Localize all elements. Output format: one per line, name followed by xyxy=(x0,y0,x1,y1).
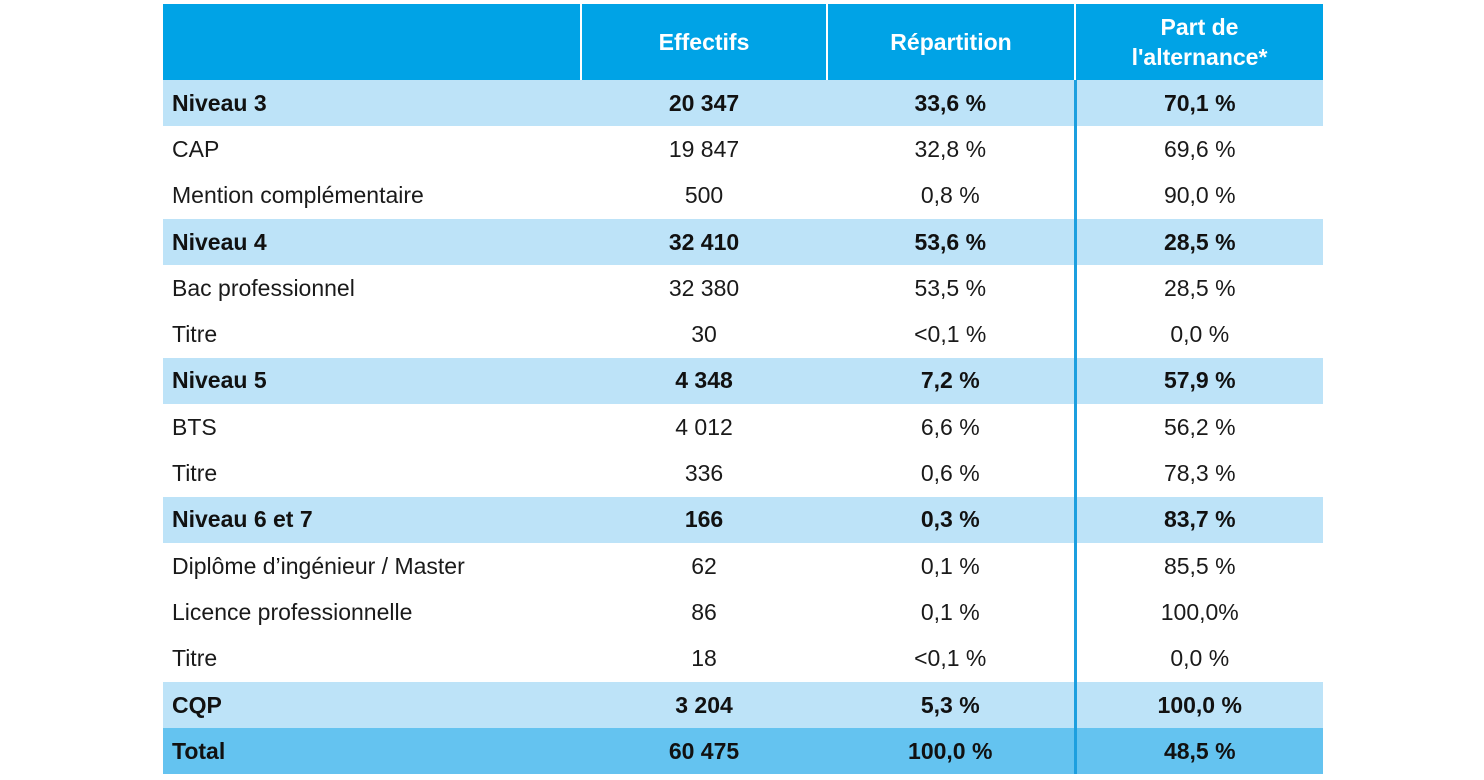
header-alternance-line1: Part de xyxy=(1160,14,1239,40)
row-label: Licence professionnelle xyxy=(163,589,581,636)
level-row: Niveau 4 32 410 53,6 % 28,5 % xyxy=(163,218,1323,266)
row-alternance: 28,5 % xyxy=(1073,265,1323,312)
row-effectifs: 32 380 xyxy=(581,265,827,312)
row-effectifs: 32 410 xyxy=(581,218,827,266)
row-repartition: 0,1 % xyxy=(827,589,1075,636)
header-alternance-line2: l'alternance* xyxy=(1131,44,1268,70)
header-row: Effectifs Répartition Part de l'alternan… xyxy=(163,4,1323,80)
row-effectifs: 19 847 xyxy=(581,126,827,173)
row-effectifs: 30 xyxy=(581,311,827,358)
table-row: Titre 18 <0,1 % 0,0 % xyxy=(163,635,1323,682)
row-alternance: 100,0% xyxy=(1073,589,1323,636)
row-label: Niveau 3 xyxy=(163,80,581,127)
level-row: Niveau 3 20 347 33,6 % 70,1 % xyxy=(163,80,1323,127)
row-effectifs: 166 xyxy=(581,496,827,543)
row-alternance: 57,9 % xyxy=(1073,357,1323,405)
row-alternance: 70,1 % xyxy=(1073,80,1323,127)
table-row: Diplôme d’ingénieur / Master 62 0,1 % 85,5 … xyxy=(163,542,1323,590)
row-label: CAP xyxy=(163,126,581,173)
row-label: Titre xyxy=(163,311,581,358)
table-row: Titre 30 <0,1 % 0,0 % xyxy=(163,311,1323,358)
row-alternance: 85,5 % xyxy=(1073,542,1323,590)
row-label: Bac professionnel xyxy=(163,265,581,312)
row-label: CQP xyxy=(163,681,581,729)
row-repartition: 6,6 % xyxy=(827,404,1075,451)
header-repartition: Répartition xyxy=(826,4,1075,80)
table-row: Bac professionnel 32 380 53,5 % 28,5 % xyxy=(163,265,1323,312)
row-label: Mention complémentaire xyxy=(163,172,581,219)
row-repartition: 5,3 % xyxy=(827,681,1075,729)
total-row: Total 60 475 100,0 % 48,5 % xyxy=(163,728,1323,775)
row-repartition: 53,6 % xyxy=(827,218,1075,266)
row-label: Titre xyxy=(163,635,581,682)
row-alternance: 48,5 % xyxy=(1073,728,1323,775)
row-alternance: 90,0 % xyxy=(1073,172,1323,219)
row-label: Niveau 5 xyxy=(163,357,581,405)
row-label: BTS xyxy=(163,404,581,451)
row-repartition: 100,0 % xyxy=(827,728,1075,775)
table-body: Niveau 3 20 347 33,6 % 70,1 % CAP 19 847 32,8 … xyxy=(163,80,1323,775)
row-repartition: <0,1 % xyxy=(827,311,1075,358)
row-repartition: 0,6 % xyxy=(827,450,1075,497)
row-effectifs: 336 xyxy=(581,450,827,497)
row-label: Total xyxy=(163,728,581,775)
row-effectifs: 60 475 xyxy=(581,728,827,775)
row-label: Niveau 6 et 7 xyxy=(163,496,581,543)
row-effectifs: 3 204 xyxy=(581,681,827,729)
header-alternance: Part de l'alternance* xyxy=(1074,4,1323,80)
row-label: Titre xyxy=(163,450,581,497)
row-alternance: 28,5 % xyxy=(1073,218,1323,266)
row-effectifs: 4 348 xyxy=(581,357,827,405)
row-repartition: 53,5 % xyxy=(827,265,1075,312)
data-table-container: Effectifs Répartition Part de l'alternan… xyxy=(163,4,1323,775)
row-alternance: 100,0 % xyxy=(1073,681,1323,729)
row-alternance: 0,0 % xyxy=(1073,311,1323,358)
row-repartition: 7,2 % xyxy=(827,357,1075,405)
level-row: Niveau 6 et 7 166 0,3 % 83,7 % xyxy=(163,496,1323,543)
row-alternance: 78,3 % xyxy=(1073,450,1323,497)
row-effectifs: 18 xyxy=(581,635,827,682)
header-label-cell xyxy=(163,4,581,80)
row-alternance: 0,0 % xyxy=(1073,635,1323,682)
row-effectifs: 20 347 xyxy=(581,80,827,127)
table-row: Licence professionnelle 86 0,1 % 100,0% xyxy=(163,589,1323,636)
table-row: Mention complémentaire 500 0,8 % 90,0 % xyxy=(163,172,1323,219)
header-effectifs: Effectifs xyxy=(580,4,827,80)
row-repartition: <0,1 % xyxy=(827,635,1075,682)
row-label: Niveau 4 xyxy=(163,218,581,266)
row-alternance: 83,7 % xyxy=(1073,496,1323,543)
row-effectifs: 86 xyxy=(581,589,827,636)
row-effectifs: 500 xyxy=(581,172,827,219)
row-effectifs: 4 012 xyxy=(581,404,827,451)
row-repartition: 0,1 % xyxy=(827,542,1075,590)
row-effectifs: 62 xyxy=(581,542,827,590)
table-row: Titre 336 0,6 % 78,3 % xyxy=(163,450,1323,497)
row-repartition: 0,8 % xyxy=(827,172,1075,219)
row-label: Diplôme d’ingénieur / Master xyxy=(163,542,581,590)
row-alternance: 56,2 % xyxy=(1073,404,1323,451)
row-repartition: 32,8 % xyxy=(827,126,1075,173)
table-row: BTS 4 012 6,6 % 56,2 % xyxy=(163,404,1323,451)
row-repartition: 0,3 % xyxy=(827,496,1075,543)
table-row: CAP 19 847 32,8 % 69,6 % xyxy=(163,126,1323,173)
row-repartition: 33,6 % xyxy=(827,80,1075,127)
row-alternance: 69,6 % xyxy=(1073,126,1323,173)
table-header: Effectifs Répartition Part de l'alternan… xyxy=(163,4,1323,80)
level-row: CQP 3 204 5,3 % 100,0 % xyxy=(163,681,1323,729)
enrollment-table: Effectifs Répartition Part de l'alternan… xyxy=(163,4,1323,775)
